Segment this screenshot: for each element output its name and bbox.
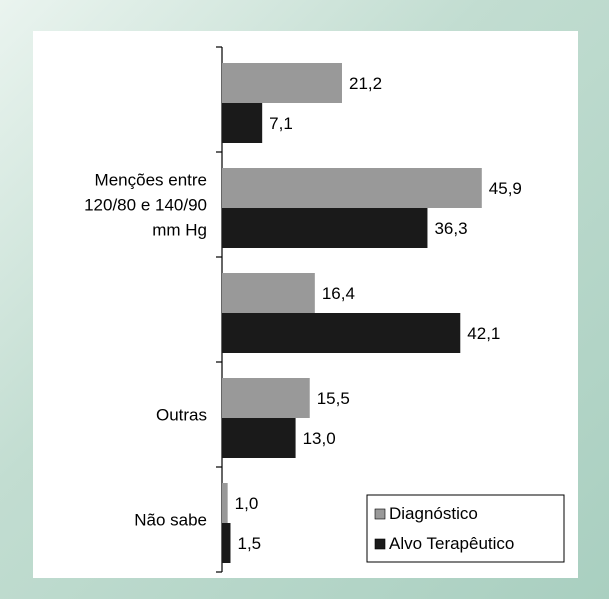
legend-label: Alvo Terapêutico (389, 534, 514, 553)
bar-alvo-terapeutico (222, 523, 231, 563)
chart-panel: 21,2 7,1 45,9 36,3 16,4 42,1 15,5 13,0 1,0 1,5 Me… (33, 31, 578, 578)
legend-swatch (374, 508, 386, 520)
value-label: 16,4 (322, 284, 355, 303)
category-labels: Menções entre 120/80 e 140/90 mm Hg Outras N… (84, 171, 207, 530)
bar-chart: 21,2 7,1 45,9 36,3 16,4 42,1 15,5 13,0 1,0 1,5 Me… (84, 46, 565, 573)
legend-label: Diagnóstico (389, 504, 478, 523)
value-label: 7,1 (269, 114, 293, 133)
category-label: Não sabe (134, 511, 207, 530)
bar-diagnostico (222, 378, 310, 418)
category-label: 120/80 e 140/90 (84, 196, 207, 215)
bar-alvo-terapeutico (222, 418, 296, 458)
legend: Diagnóstico Alvo Terapêutico (366, 494, 565, 563)
bar-alvo-terapeutico (222, 103, 263, 143)
bar-diagnostico (222, 168, 482, 208)
bar-diagnostico (222, 273, 315, 313)
bar-alvo-terapeutico (222, 313, 461, 353)
value-label: 1,5 (237, 534, 261, 553)
value-label: 36,3 (434, 219, 467, 238)
value-label: 13,0 (303, 429, 336, 448)
value-label: 1,0 (235, 494, 259, 513)
legend-box (366, 494, 565, 563)
category-label: Menções entre (95, 171, 207, 190)
bar-diagnostico (222, 483, 228, 523)
bar-diagnostico (222, 63, 342, 103)
category-label: Outras (156, 406, 207, 425)
value-labels: 21,2 7,1 45,9 36,3 16,4 42,1 15,5 13,0 1,0 1,5 (235, 74, 522, 553)
value-label: 15,5 (317, 389, 350, 408)
value-label: 21,2 (349, 74, 382, 93)
value-label: 42,1 (467, 324, 500, 343)
value-label: 45,9 (489, 179, 522, 198)
bar-alvo-terapeutico (222, 208, 428, 248)
bars (222, 63, 482, 563)
legend-swatch (374, 538, 386, 550)
axis (216, 46, 223, 573)
category-label: mm Hg (152, 221, 207, 240)
